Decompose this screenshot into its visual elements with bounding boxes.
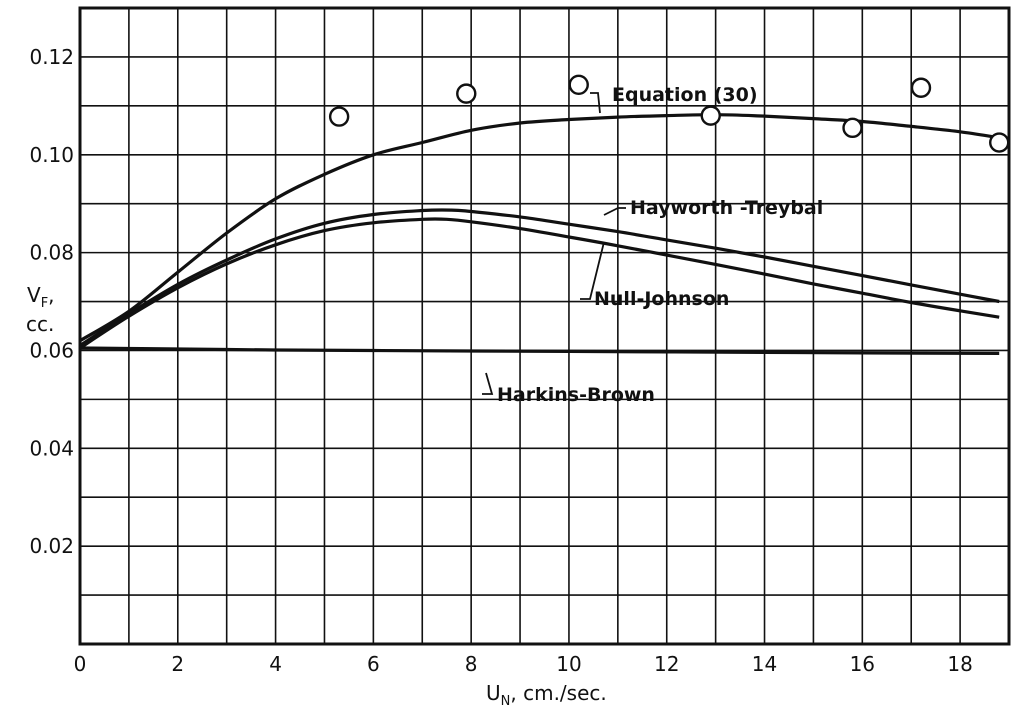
x-axis-label-sub: N [501, 694, 511, 709]
x-tick-label: 18 [947, 652, 972, 676]
x-axis-label-main: U [486, 681, 501, 705]
annotation-null-johnson: Null-Johnson [580, 241, 729, 310]
data-point [989, 132, 1010, 153]
series-group [79, 113, 1000, 355]
grid [80, 8, 1009, 644]
data-point [328, 106, 350, 127]
y-tick-label: 0.06 [29, 338, 74, 362]
annotation-hayworth-treybal: Hayworth -Treybal [603, 197, 823, 219]
y-axis-label: VF, [27, 283, 55, 311]
x-tick-label: 8 [465, 652, 478, 676]
series-line-harkins-brown [79, 346, 1000, 355]
x-tick-label: 6 [367, 652, 380, 676]
y-tick-label: 0.10 [29, 143, 74, 167]
x-tick-label: 2 [171, 652, 184, 676]
x-tick-labels: 0 2 4 6 8 10 12 14 16 18 [74, 652, 973, 676]
leader-null-johnson [580, 241, 605, 300]
y-tick-label: 0.02 [29, 534, 74, 558]
y-tick-label: 0.08 [29, 241, 74, 265]
plot-frame [78, 6, 1011, 646]
x-axis-label: UN, cm./sec. [486, 681, 607, 709]
x-tick-label: 4 [269, 652, 282, 676]
series-line-hayworth-treybal [79, 208, 1000, 347]
annotation-harkins-brown: Harkins-Brown [482, 372, 655, 406]
x-tick-label: 12 [654, 652, 679, 676]
x-axis-label-rest: , cm./sec. [510, 681, 606, 705]
data-points [328, 74, 1010, 153]
series-line-equation-30 [79, 113, 1000, 343]
y-axis-label-main: V [27, 283, 41, 307]
data-point [568, 74, 589, 96]
label-harkins-brown: Harkins-Brown [497, 384, 655, 406]
y-tick-labels: 0.02 0.04 0.06 0.08 0.10 0.12 [29, 45, 74, 558]
data-point [700, 105, 721, 126]
label-null-johnson: Null-Johnson [594, 288, 729, 310]
data-point [842, 117, 863, 139]
y-tick-label: 0.12 [29, 45, 74, 69]
y-tick-label: 0.04 [29, 436, 74, 460]
x-tick-label: 14 [752, 652, 777, 676]
x-tick-label: 0 [74, 652, 87, 676]
data-point [910, 77, 932, 98]
data-point [456, 83, 477, 104]
series-line-null-johnson [79, 217, 1000, 350]
label-hayworth-treybal: Hayworth -Treybal [630, 197, 823, 219]
x-tick-label: 16 [850, 652, 875, 676]
label-equation-30: Equation (30) [612, 84, 758, 106]
leader-harkins-brown [482, 372, 494, 395]
x-tick-label: 10 [556, 652, 581, 676]
y-axis-label-sub: F [41, 296, 48, 311]
annotation-equation-30: Equation (30) [590, 84, 758, 114]
y-axis-label-units: cc. [26, 312, 54, 336]
y-axis-label-rest: , [48, 283, 54, 307]
leader-hayworth-treybal [603, 207, 626, 216]
leader-equation-30 [590, 92, 601, 114]
